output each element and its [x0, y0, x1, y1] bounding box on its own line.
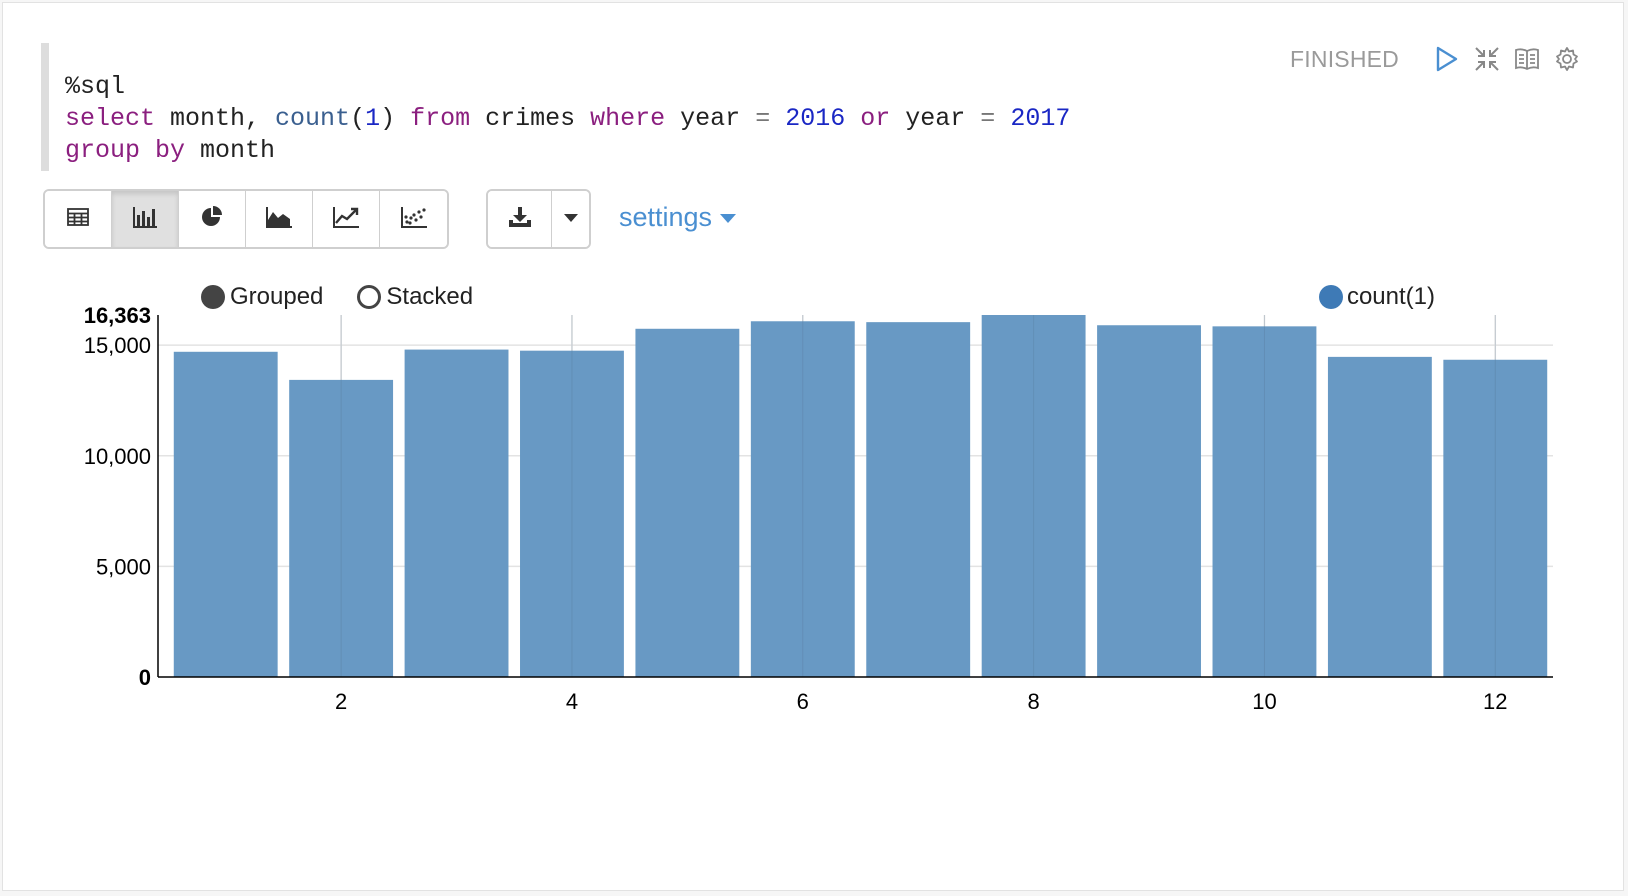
code-token: 2016: [785, 104, 846, 133]
x-tick-label: 4: [566, 689, 578, 714]
bar-4: [520, 350, 624, 677]
code-token: year: [665, 104, 756, 133]
y-tick-label: 0: [139, 665, 151, 690]
code-token: from: [410, 104, 471, 133]
bar-10: [1212, 326, 1317, 677]
bar-7: [866, 322, 971, 677]
bar-11: [1327, 356, 1432, 677]
code-line-1: %sql: [65, 72, 126, 101]
table-icon: [67, 207, 89, 231]
x-tick-label: 8: [1028, 689, 1040, 714]
code-token: =: [755, 104, 771, 133]
y-tick-label: 10,000: [84, 444, 151, 469]
code-token: month: [185, 136, 276, 165]
bar-6: [750, 321, 855, 677]
code-token: (: [350, 104, 366, 133]
area-chart-icon: [265, 206, 293, 233]
code-token: where: [590, 104, 666, 133]
chart-legend: count(1): [1318, 283, 1435, 311]
code-token: ): [380, 104, 411, 133]
collapse-icon[interactable]: [1473, 45, 1501, 73]
radio-unselected-icon: [357, 285, 382, 309]
gear-icon[interactable]: [1553, 45, 1581, 73]
x-tick-label: 10: [1252, 689, 1276, 714]
x-tick-label: 6: [797, 689, 809, 714]
caret-down-icon: [563, 210, 579, 228]
scatter-chart-view-button[interactable]: [380, 191, 447, 247]
code-editor[interactable]: %sql select month, count(1) from crimes …: [41, 43, 1101, 171]
settings-label: settings: [619, 201, 713, 232]
stacked-radio[interactable]: Stacked: [357, 283, 473, 311]
y-tick-label: 16,363: [84, 303, 151, 328]
code-token: month,: [155, 104, 276, 133]
download-button-group: [486, 189, 591, 249]
run-icon[interactable]: [1433, 45, 1461, 73]
radio-selected-icon: [201, 285, 225, 309]
chart-mode-controls: Grouped Stacked: [201, 283, 507, 311]
bar-3: [404, 349, 509, 677]
visualization-toolbar: settings: [43, 189, 737, 249]
pie-chart-view-button[interactable]: [179, 191, 246, 247]
code-line-3: group by month: [65, 136, 275, 165]
pie-chart-icon: [200, 205, 224, 234]
download-options-dropdown[interactable]: [552, 191, 589, 247]
caret-down-icon: [720, 213, 737, 223]
chart-type-button-group: [43, 189, 449, 249]
legend-item[interactable]: count(1): [1318, 283, 1435, 311]
x-tick-label: 2: [335, 689, 347, 714]
bar-9: [1097, 325, 1201, 677]
code-token: select: [65, 104, 156, 133]
code-token: crimes: [470, 104, 591, 133]
code-line-2: select month, count(1) from crimes where…: [65, 104, 1070, 133]
bar-chart-view-button[interactable]: [112, 191, 179, 247]
code-token: [845, 104, 860, 133]
bar-2: [289, 379, 394, 677]
line-chart-view-button[interactable]: [313, 191, 380, 247]
bar-chart-icon: [132, 206, 158, 233]
code-token: [770, 104, 785, 133]
code-token: count: [275, 104, 351, 133]
y-tick-label: 5,000: [96, 554, 151, 579]
paragraph-status-bar: FINISHED: [1290, 43, 1581, 75]
legend-label: count(1): [1346, 283, 1435, 310]
table-view-button[interactable]: [45, 191, 112, 247]
settings-toggle[interactable]: settings: [619, 189, 737, 245]
area-chart-view-button[interactable]: [246, 191, 313, 247]
book-icon[interactable]: [1513, 45, 1541, 73]
scatter-chart-icon: [400, 206, 428, 233]
y-tick-label: 15,000: [84, 333, 151, 358]
code-token: =: [980, 104, 996, 133]
code-token: or: [860, 104, 891, 133]
code-token: [140, 136, 155, 165]
code-token: year: [890, 104, 981, 133]
download-icon: [508, 206, 532, 233]
code-token: 2017: [1010, 104, 1071, 133]
grouped-label: Grouped: [230, 283, 324, 310]
code-token: group: [65, 136, 141, 165]
status-text: FINISHED: [1290, 45, 1399, 72]
stacked-label: Stacked: [386, 283, 474, 310]
bar-5: [635, 328, 740, 677]
bar-1: [173, 351, 278, 677]
code-token: [995, 104, 1010, 133]
download-button[interactable]: [488, 191, 552, 247]
bar-12: [1443, 359, 1548, 677]
legend-swatch: [1318, 285, 1343, 309]
grouped-radio[interactable]: Grouped: [201, 283, 323, 311]
line-chart-icon: [332, 206, 360, 233]
code-token: 1: [365, 104, 381, 133]
x-tick-label: 12: [1483, 689, 1507, 714]
code-token: by: [155, 136, 186, 165]
bar-8: [981, 315, 1086, 677]
